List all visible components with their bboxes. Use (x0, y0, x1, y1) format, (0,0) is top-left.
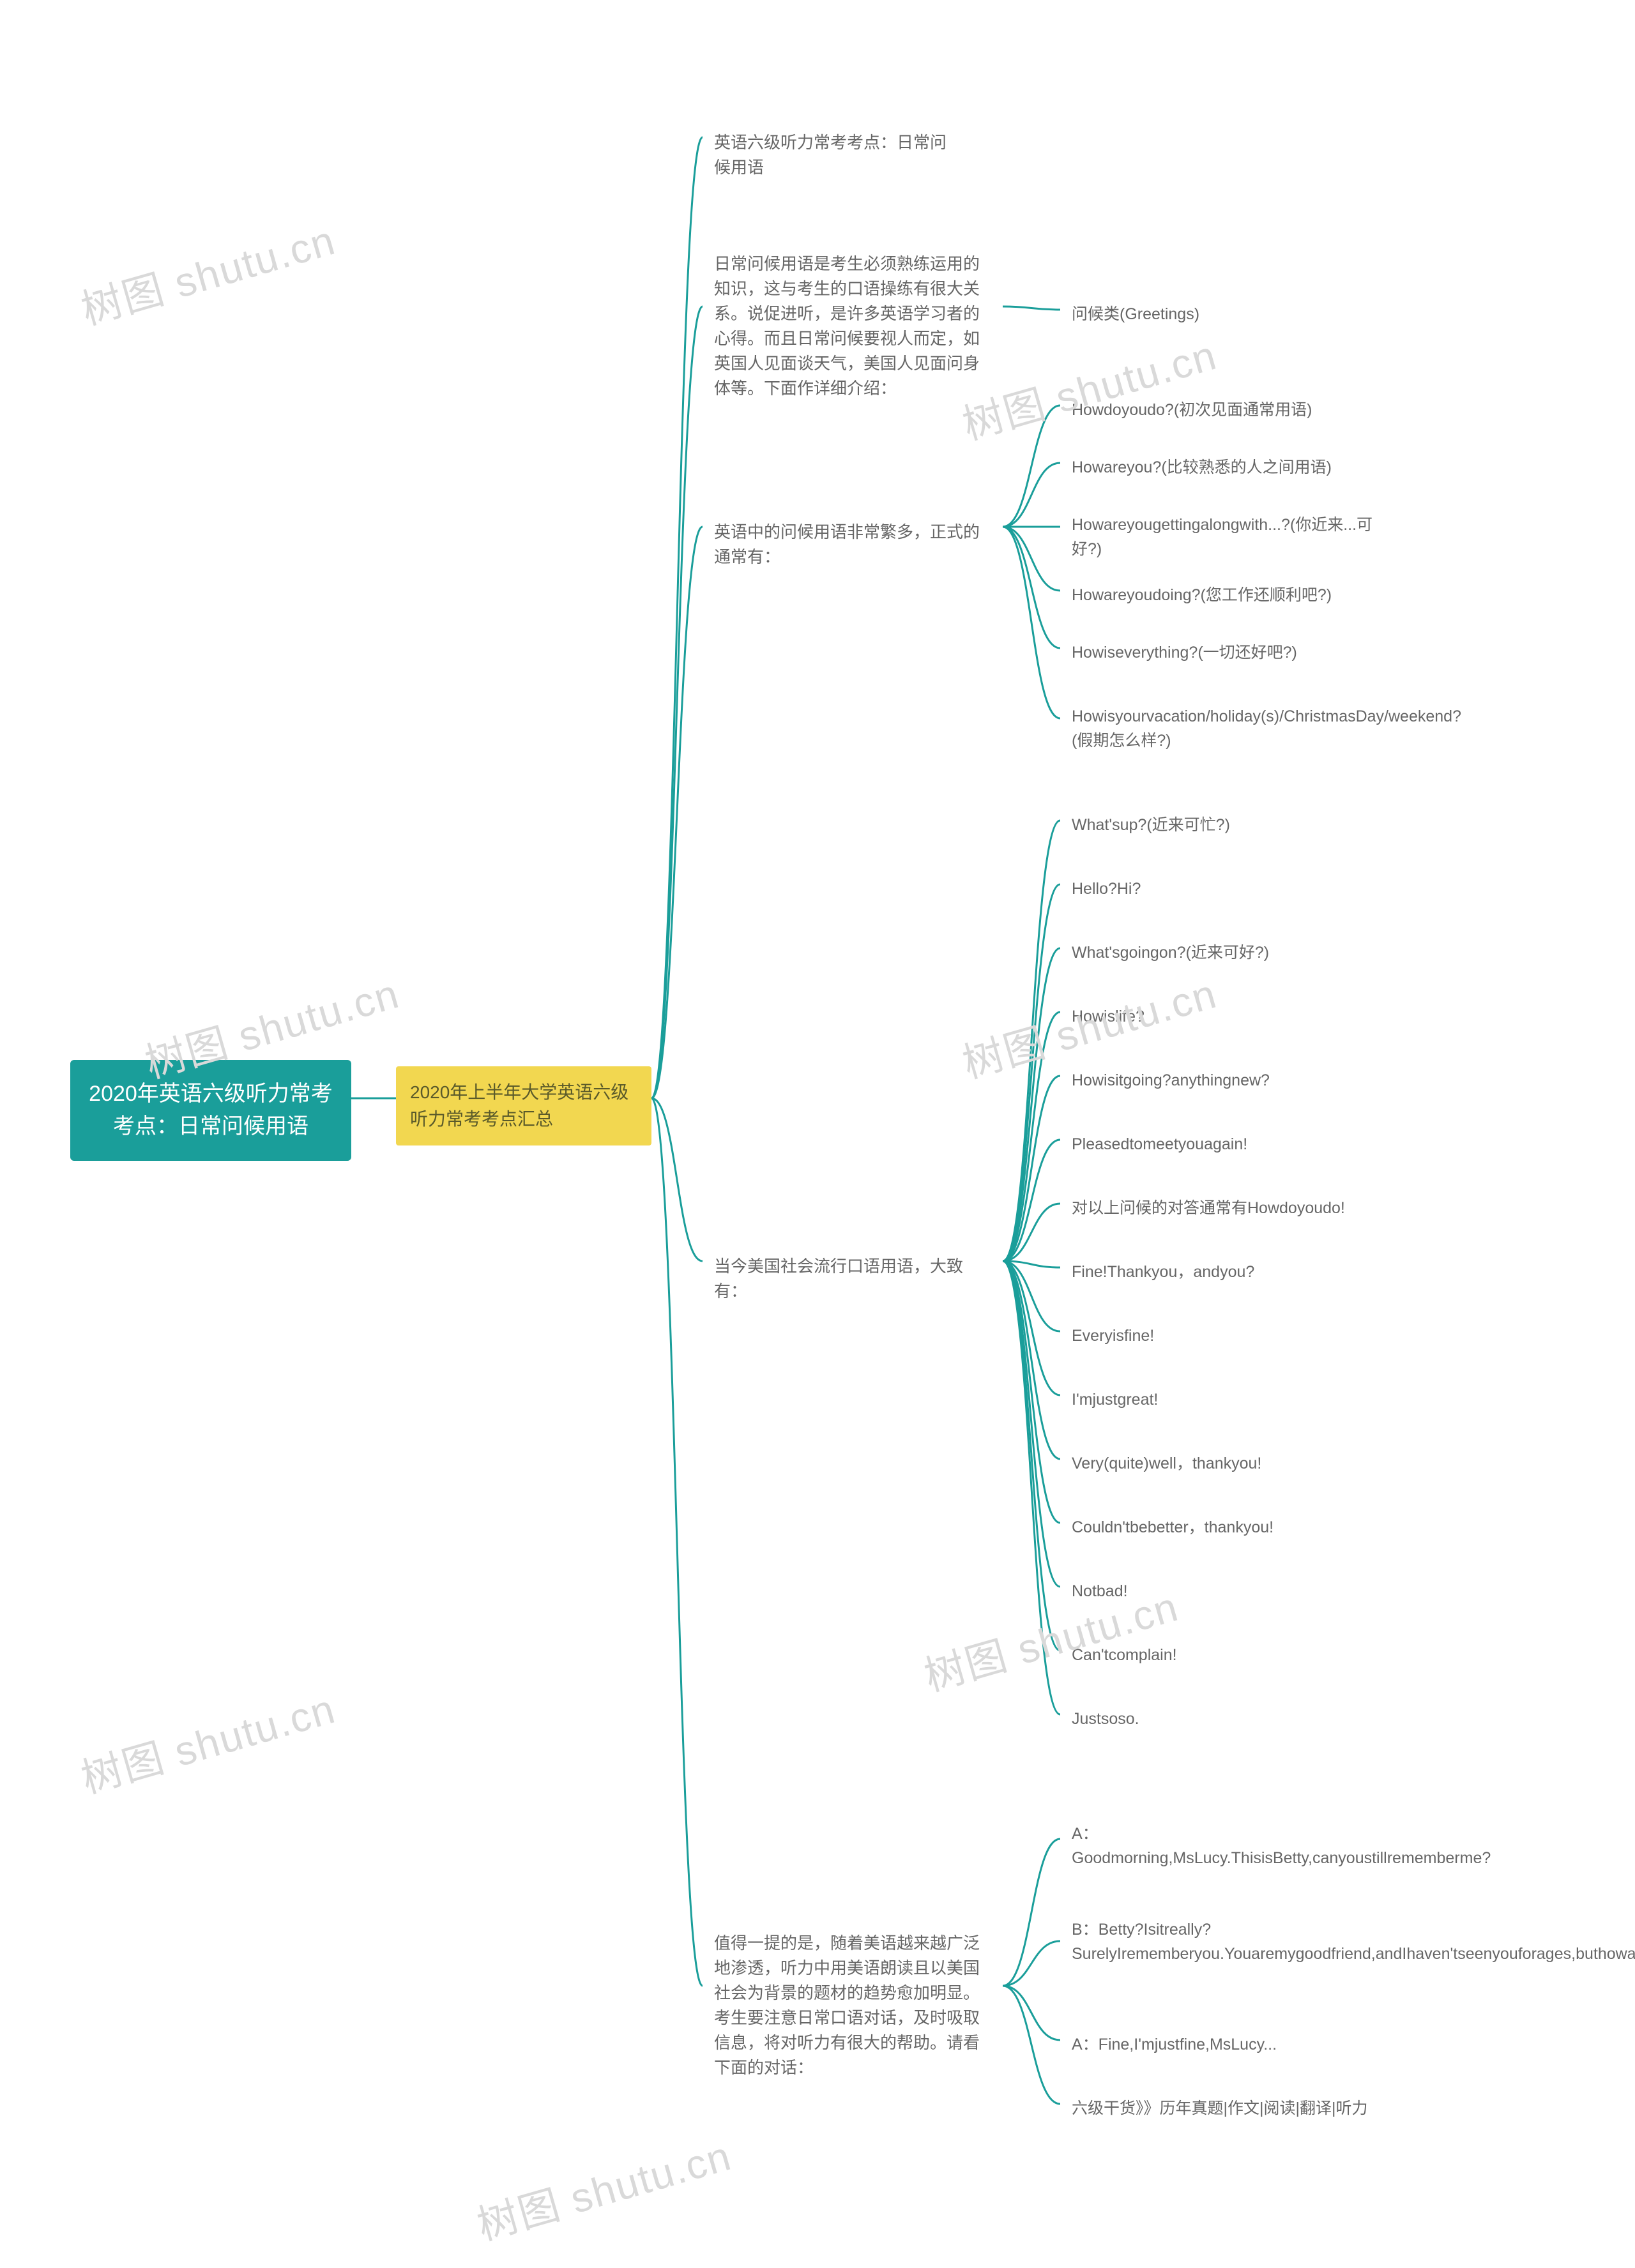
leaf-item[interactable]: Howdoyoudo?(初次见面通常用语) (1060, 389, 1392, 432)
leaf-item[interactable]: Howareyougettingalongwith...?(你近来...可好?) (1060, 504, 1392, 570)
leaf-item[interactable]: Howareyou?(比较熟悉的人之间用语) (1060, 447, 1392, 489)
leaf-label: Pleasedtomeetyouagain! (1072, 1135, 1247, 1153)
leaf-item[interactable]: A：Goodmorning,MsLucy.ThisisBetty,canyous… (1060, 1813, 1418, 1879)
leaf-item[interactable]: Couldn'tbebetter，thankyou! (1060, 1507, 1392, 1549)
leaf-label: Howisyourvacation/holiday(s)/ChristmasDa… (1072, 707, 1461, 750)
branch-topic-title[interactable]: 英语六级听力常考考点：日常问候用语 (703, 121, 971, 189)
watermark: 树图 shutu.cn (73, 208, 341, 336)
leaf-item[interactable]: Pleasedtomeetyouagain! (1060, 1124, 1392, 1166)
leaf-label: Couldn'tbebetter，thankyou! (1072, 1518, 1274, 1536)
leaf-label: Notbad! (1072, 1582, 1128, 1600)
leaf-item[interactable]: Can'tcomplain! (1060, 1635, 1392, 1677)
leaf-label: Howdoyoudo?(初次见面通常用语) (1072, 401, 1312, 419)
leaf-label: I'mjustgreat! (1072, 1391, 1158, 1409)
leaf-item[interactable]: 对以上问候的对答通常有Howdoyoudo! (1060, 1188, 1392, 1230)
leaf-label: A：Goodmorning,MsLucy.ThisisBetty,canyous… (1072, 1825, 1491, 1867)
leaf-item[interactable]: A：Fine,I'mjustfine,MsLucy... (1060, 2024, 1418, 2066)
leaf-label: Can'tcomplain! (1072, 1646, 1177, 1664)
leaf-item[interactable]: Very(quite)well，thankyou! (1060, 1443, 1392, 1485)
leaf-item[interactable]: Howislife? (1060, 996, 1392, 1038)
leaf-item[interactable]: B：Betty?Isitreally?SurelyIrememberyou.Yo… (1060, 1909, 1418, 1975)
leaf-label: Howareyou?(比较熟悉的人之间用语) (1072, 458, 1332, 476)
leaf-label: Howisitgoing?anythingnew? (1072, 1071, 1270, 1089)
watermark: 树图 shutu.cn (469, 2123, 737, 2251)
leaf-label: Howareyougettingalongwith...?(你近来...可好?) (1072, 516, 1373, 558)
leaf-item[interactable]: Everyisfine! (1060, 1315, 1392, 1357)
root-label: 2020年英语六级听力常考考点：日常问候用语 (89, 1082, 333, 1138)
branch-label: 英语中的问候用语非常繁多，正式的通常有： (714, 522, 980, 566)
branch-label: 英语六级听力常考考点：日常问候用语 (714, 133, 947, 177)
leaf-item[interactable]: Howiseverything?(一切还好吧?) (1060, 632, 1392, 674)
branch-label: 当今美国社会流行口语用语，大致有： (714, 1257, 963, 1301)
leaf-label: Justsoso. (1072, 1710, 1139, 1728)
summary-label: 2020年上半年大学英语六级听力常考考点汇总 (410, 1082, 628, 1129)
leaf-label: 对以上问候的对答通常有Howdoyoudo! (1072, 1199, 1345, 1217)
summary-node[interactable]: 2020年上半年大学英语六级听力常考考点汇总 (396, 1066, 651, 1145)
leaf-item[interactable]: Hello?Hi? (1060, 868, 1392, 911)
leaf-greetings-category[interactable]: 问候类(Greetings) (1060, 294, 1226, 336)
leaf-label: Hello?Hi? (1072, 880, 1141, 898)
leaf-item[interactable]: Fine!Thankyou，andyou? (1060, 1251, 1392, 1294)
branch-label: 日常问候用语是考生必须熟练运用的知识，这与考生的口语操练有很大关系。说促进听，是… (714, 254, 980, 398)
leaf-item[interactable]: What'sup?(近来可忙?) (1060, 805, 1392, 847)
leaf-label: 六级干货》》历年真题|作文|阅读|翻译|听力 (1072, 2099, 1367, 2117)
leaf-label: Very(quite)well，thankyou! (1072, 1455, 1261, 1472)
branch-formal-greetings[interactable]: 英语中的问候用语非常繁多，正式的通常有： (703, 511, 1003, 578)
leaf-label: B：Betty?Isitreally?SurelyIrememberyou.Yo… (1072, 1921, 1635, 1963)
branch-intro[interactable]: 日常问候用语是考生必须熟练运用的知识，这与考生的口语操练有很大关系。说促进听，是… (703, 243, 1003, 410)
leaf-item[interactable]: What'sgoingon?(近来可好?) (1060, 932, 1392, 974)
root-node[interactable]: 2020年英语六级听力常考考点：日常问候用语 (70, 1060, 351, 1161)
leaf-label: Fine!Thankyou，andyou? (1072, 1263, 1254, 1281)
leaf-label: Howislife? (1072, 1008, 1144, 1025)
branch-label: 值得一提的是，随着美语越来越广泛地渗透，听力中用美语朗读且以美国社会为背景的题材… (714, 1933, 980, 2077)
branch-american-slang[interactable]: 当今美国社会流行口语用语，大致有： (703, 1245, 1003, 1313)
watermark: 树图 shutu.cn (73, 1676, 341, 1804)
leaf-item[interactable]: Notbad! (1060, 1571, 1392, 1613)
leaf-label: What'sup?(近来可忙?) (1072, 816, 1230, 834)
leaf-item[interactable]: Justsoso. (1060, 1698, 1392, 1741)
leaf-label: Howareyoudoing?(您工作还顺利吧?) (1072, 586, 1332, 604)
leaf-label: A：Fine,I'mjustfine,MsLucy... (1072, 2036, 1277, 2053)
leaf-label: Everyisfine! (1072, 1327, 1154, 1345)
leaf-item[interactable]: I'mjustgreat! (1060, 1379, 1392, 1421)
branch-dialogue-note[interactable]: 值得一提的是，随着美语越来越广泛地渗透，听力中用美语朗读且以美国社会为背景的题材… (703, 1922, 1003, 2089)
leaf-label: Howiseverything?(一切还好吧?) (1072, 644, 1297, 662)
leaf-label: 问候类(Greetings) (1072, 305, 1199, 323)
leaf-item[interactable]: Howisyourvacation/holiday(s)/ChristmasDa… (1060, 696, 1392, 762)
leaf-item[interactable]: Howisitgoing?anythingnew? (1060, 1060, 1392, 1102)
leaf-item[interactable]: 六级干货》》历年真题|作文|阅读|翻译|听力 (1060, 2088, 1418, 2130)
leaf-label: What'sgoingon?(近来可好?) (1072, 944, 1269, 962)
leaf-item[interactable]: Howareyoudoing?(您工作还顺利吧?) (1060, 575, 1392, 617)
